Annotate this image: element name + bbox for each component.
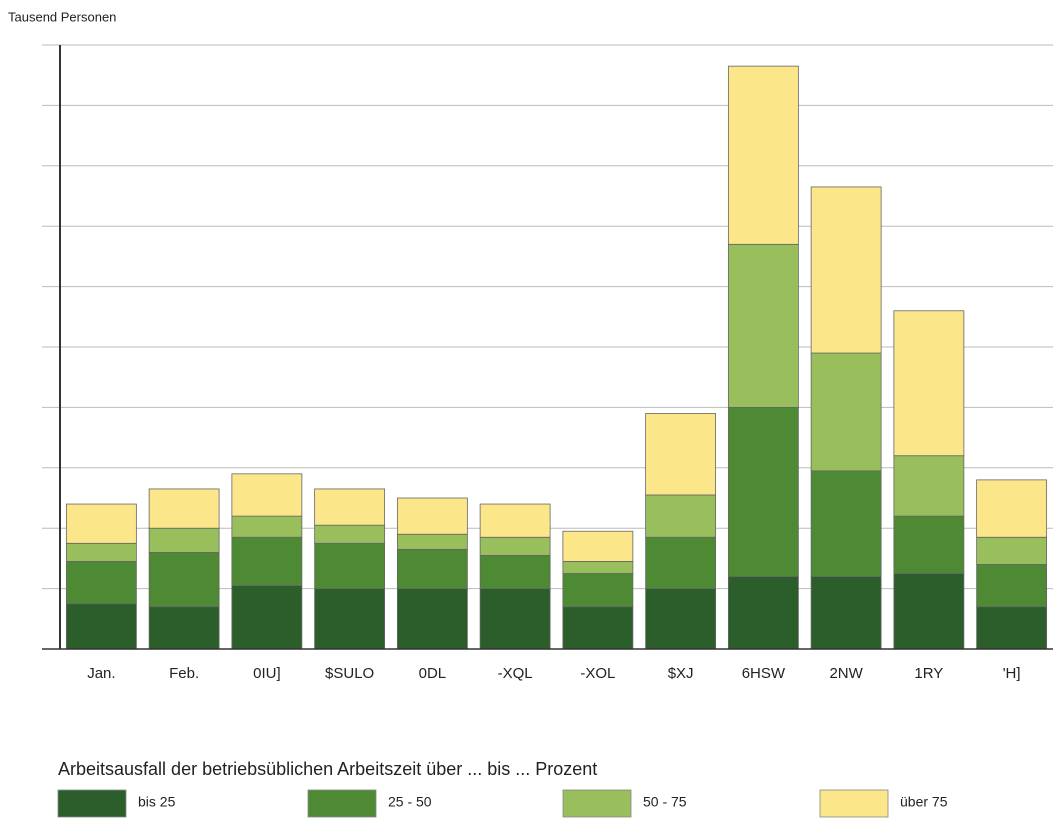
bar-segment xyxy=(148,488,220,529)
bar-segment xyxy=(396,548,468,590)
x-tick-label: 0DL xyxy=(419,665,447,682)
bar-segment xyxy=(396,497,468,535)
bar-segment xyxy=(810,470,882,577)
bar-segment xyxy=(314,488,386,526)
bar-segment xyxy=(148,551,220,608)
x-tick-label: 'H] xyxy=(1003,665,1021,682)
x-tick-label: 0IU] xyxy=(253,665,281,682)
bar-segment xyxy=(396,588,468,650)
bar-segment xyxy=(231,536,303,586)
bar-segment xyxy=(727,406,799,577)
bar-segment xyxy=(645,588,717,650)
legend-label: 50 - 75 xyxy=(643,794,687,810)
x-tick-label: Jan. xyxy=(87,665,115,682)
bar-segment xyxy=(148,606,220,650)
bar-segment xyxy=(727,65,799,245)
bar-segment xyxy=(314,542,386,589)
legend-swatch xyxy=(562,789,632,818)
bar-segment xyxy=(645,413,717,496)
bar-segment xyxy=(65,561,137,605)
x-tick-label: 2NW xyxy=(829,665,863,682)
x-tick-label: 1RY xyxy=(914,665,943,682)
legend-label: über 75 xyxy=(900,794,948,810)
legend-label: bis 25 xyxy=(138,794,176,810)
bar-segment xyxy=(396,533,468,550)
legend-label: 25 - 50 xyxy=(388,794,432,810)
bar-segment xyxy=(65,603,137,650)
bar-segment xyxy=(231,515,303,538)
bar-segment xyxy=(314,588,386,650)
bar-segment xyxy=(976,564,1048,608)
bar-segment xyxy=(893,310,965,457)
bar-segment xyxy=(810,576,882,650)
bar-segment xyxy=(562,530,634,562)
bar-segment xyxy=(727,576,799,650)
legend-swatch xyxy=(307,789,377,818)
bar-segment xyxy=(893,455,965,517)
bar-segment xyxy=(231,585,303,650)
bar-segment xyxy=(727,243,799,408)
bar-segment xyxy=(65,542,137,562)
x-tick-label: 6HSW xyxy=(742,665,786,682)
bar-segment xyxy=(562,573,634,608)
legend-title: Arbeitsausfall der betriebsüblichen Arbe… xyxy=(58,759,597,779)
bar-segment xyxy=(562,606,634,650)
x-tick-label: $XJ xyxy=(668,665,694,682)
y-axis-label: Tausend Personen xyxy=(8,9,116,24)
bar-segment xyxy=(645,494,717,538)
bar-segment xyxy=(479,503,551,538)
bar-segment xyxy=(479,588,551,650)
bar-segment xyxy=(810,186,882,354)
bar-segment xyxy=(314,524,386,544)
bar-segment xyxy=(893,515,965,574)
bar-segment xyxy=(148,527,220,553)
x-tick-label: -XOL xyxy=(580,665,615,682)
bar-segment xyxy=(231,473,303,517)
bar-segment xyxy=(976,536,1048,565)
bar-segment xyxy=(976,479,1048,538)
bar-segment xyxy=(893,573,965,650)
legend-swatch xyxy=(57,789,127,818)
x-tick-label: $SULO xyxy=(325,665,374,682)
bar-segment xyxy=(479,536,551,556)
bar-segment xyxy=(65,503,137,544)
bar-segment xyxy=(645,536,717,590)
bar-segment xyxy=(810,352,882,472)
x-tick-label: Feb. xyxy=(169,665,199,682)
bar-segment xyxy=(562,561,634,574)
legend-swatch xyxy=(819,789,889,818)
x-tick-label: -XQL xyxy=(498,665,533,682)
bar-segment xyxy=(976,606,1048,650)
bar-segment xyxy=(479,554,551,590)
